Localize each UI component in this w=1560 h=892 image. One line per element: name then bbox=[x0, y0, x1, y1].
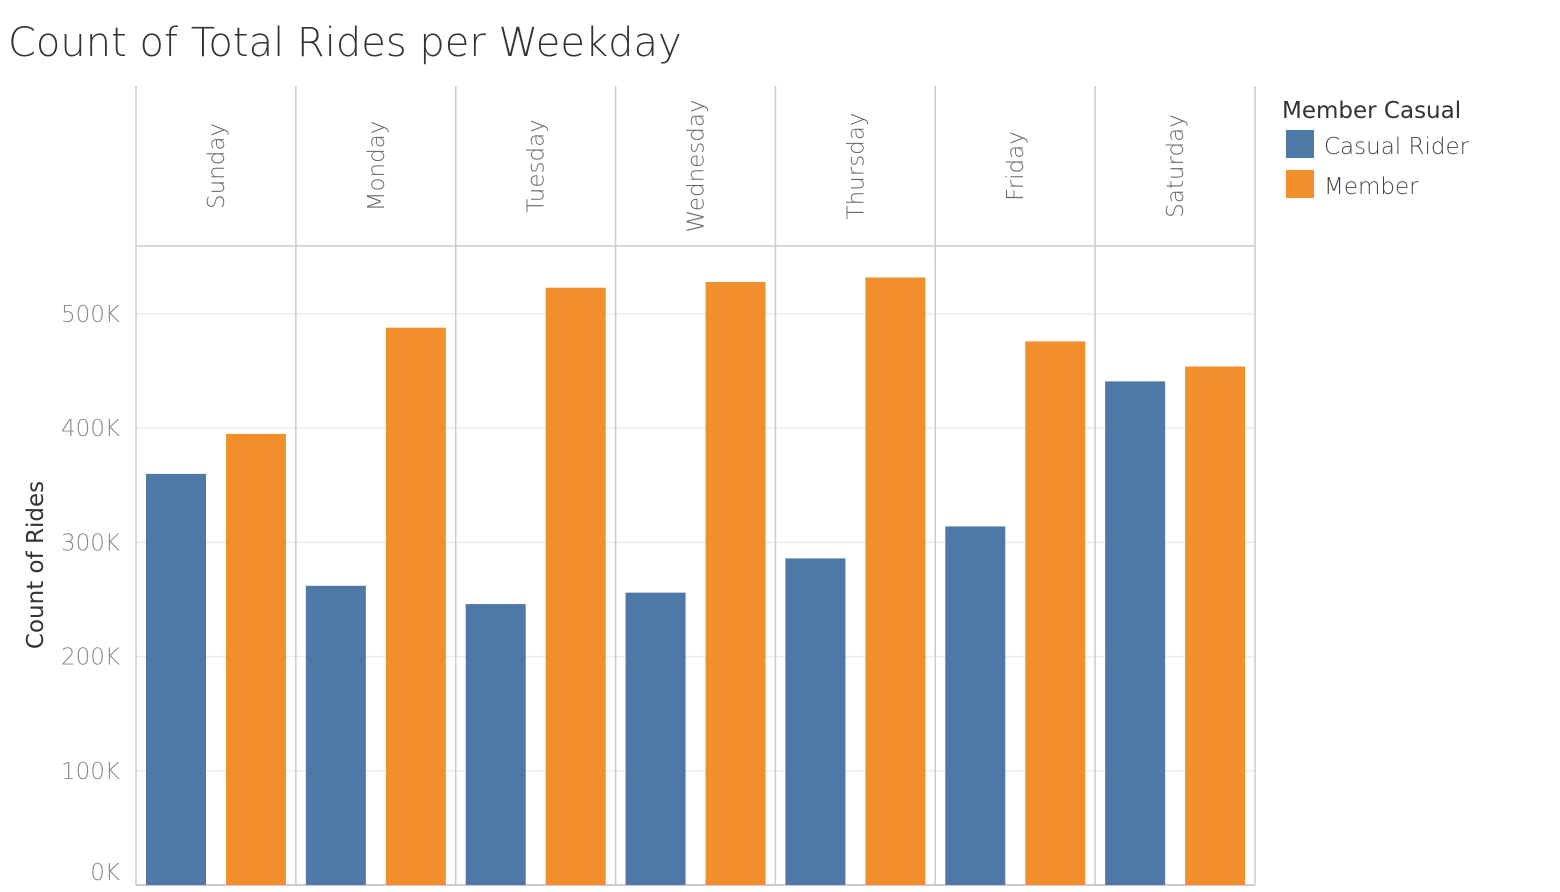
bar-casual-rider-wednesday[interactable] bbox=[625, 592, 686, 885]
y-tick-label: 100K bbox=[61, 759, 120, 785]
category-header-wednesday: Wednesday bbox=[684, 99, 710, 232]
y-tick-label: 0K bbox=[90, 860, 120, 886]
legend-swatch-casual-rider[interactable] bbox=[1286, 130, 1314, 158]
y-axis-ticks: 0K 100K 200K 300K 400K 500K bbox=[61, 302, 120, 886]
y-axis-title: Count of Rides bbox=[23, 481, 49, 649]
bar-casual-rider-tuesday[interactable] bbox=[465, 604, 526, 885]
bar-member-monday[interactable] bbox=[385, 327, 446, 886]
gridlines bbox=[136, 313, 1255, 772]
y-tick-label: 400K bbox=[61, 416, 120, 442]
legend-items: Casual Rider Member bbox=[1286, 130, 1470, 200]
legend-swatch-member[interactable] bbox=[1286, 170, 1314, 198]
y-tick-label: 300K bbox=[61, 530, 120, 556]
category-header-saturday: Saturday bbox=[1163, 114, 1189, 218]
legend[interactable]: Member Casual Casual Rider Member bbox=[1282, 98, 1470, 200]
bar-casual-rider-sunday[interactable] bbox=[146, 473, 206, 885]
y-tick-label: 500K bbox=[61, 302, 120, 328]
y-tick-label: 200K bbox=[61, 645, 120, 671]
bar-member-sunday[interactable] bbox=[226, 433, 286, 885]
category-header-thursday: Thursday bbox=[843, 113, 869, 220]
category-header-friday: Friday bbox=[1003, 131, 1029, 201]
column-headers: Sunday Monday Tuesday Wednesday Thursday Frid… bbox=[204, 99, 1189, 232]
legend-title: Member Casual bbox=[1282, 98, 1461, 124]
bar-member-tuesday[interactable] bbox=[545, 287, 606, 885]
legend-label-casual-rider[interactable]: Casual Rider bbox=[1324, 134, 1470, 160]
chart-title: Count of Total Rides per Weekday bbox=[8, 20, 682, 66]
bar-member-wednesday[interactable] bbox=[705, 282, 766, 885]
category-header-tuesday: Tuesday bbox=[524, 119, 550, 213]
bar-casual-rider-thursday[interactable] bbox=[785, 558, 846, 885]
bar-member-saturday[interactable] bbox=[1185, 366, 1246, 886]
bar-casual-rider-friday[interactable] bbox=[945, 526, 1006, 885]
bar-member-thursday[interactable] bbox=[865, 277, 926, 885]
bars bbox=[146, 277, 1246, 886]
bar-member-friday[interactable] bbox=[1025, 341, 1086, 886]
bar-casual-rider-monday[interactable] bbox=[305, 585, 366, 885]
category-header-sunday: Sunday bbox=[204, 123, 230, 209]
bar-casual-rider-saturday[interactable] bbox=[1105, 381, 1166, 885]
category-header-monday: Monday bbox=[364, 121, 390, 212]
legend-label-member[interactable]: Member bbox=[1324, 174, 1419, 200]
